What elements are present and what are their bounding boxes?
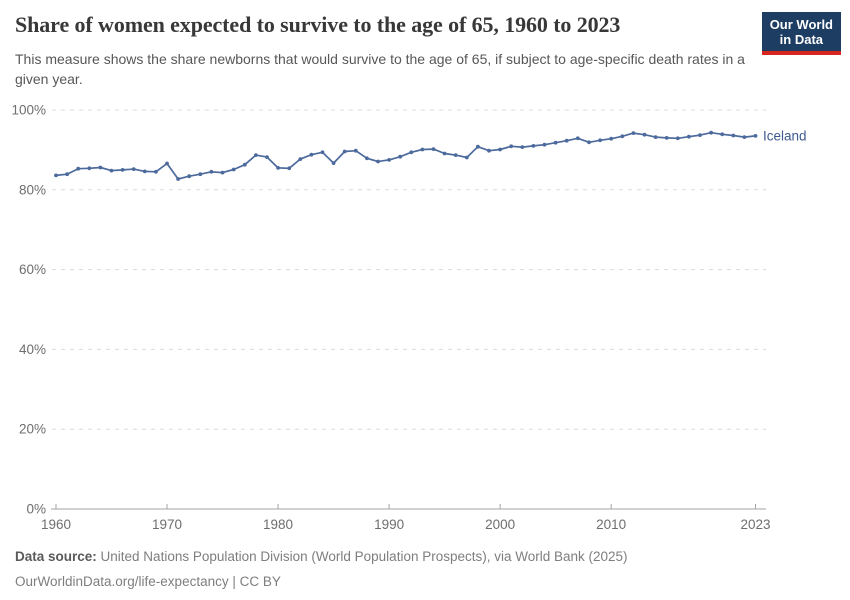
data-point[interactable] xyxy=(165,161,169,166)
data-point[interactable] xyxy=(254,153,258,158)
data-point[interactable] xyxy=(542,142,547,147)
data-point[interactable] xyxy=(709,130,713,135)
data-point[interactable] xyxy=(242,162,247,167)
data-point[interactable] xyxy=(598,138,602,143)
data-point[interactable] xyxy=(442,151,447,156)
data-point[interactable] xyxy=(453,153,458,158)
data-point[interactable] xyxy=(331,161,336,166)
data-point[interactable] xyxy=(620,134,625,139)
data-point[interactable] xyxy=(353,148,358,153)
data-point[interactable] xyxy=(98,165,103,170)
data-point[interactable] xyxy=(298,157,303,162)
y-tick-label: 100% xyxy=(11,103,46,118)
data-point[interactable] xyxy=(398,154,403,159)
data-point[interactable] xyxy=(365,156,369,161)
data-point[interactable] xyxy=(376,159,380,164)
data-point[interactable] xyxy=(687,134,691,139)
data-point[interactable] xyxy=(564,138,569,143)
trend-line[interactable] xyxy=(55,131,757,180)
chart-footer: Data source: United Nations Population D… xyxy=(15,546,628,595)
data-point[interactable] xyxy=(476,144,480,149)
data-point[interactable] xyxy=(142,169,147,174)
data-point[interactable] xyxy=(76,166,81,171)
data-point[interactable] xyxy=(553,140,558,145)
y-tick-label: 20% xyxy=(19,422,46,437)
series-label[interactable]: Iceland xyxy=(763,128,807,143)
data-point[interactable] xyxy=(54,173,58,178)
data-point[interactable] xyxy=(87,166,92,171)
data-point[interactable] xyxy=(487,148,491,153)
data-point[interactable] xyxy=(631,131,636,136)
data-point[interactable] xyxy=(753,134,758,138)
data-point[interactable] xyxy=(276,166,280,170)
data-point[interactable] xyxy=(531,144,536,148)
x-tick-label: 1990 xyxy=(374,517,404,532)
x-tick-label: 2023 xyxy=(740,517,770,532)
data-point[interactable] xyxy=(120,168,125,172)
data-point[interactable] xyxy=(187,174,192,179)
data-point[interactable] xyxy=(220,170,225,175)
data-point[interactable] xyxy=(720,132,725,137)
data-point[interactable] xyxy=(420,147,425,152)
data-point[interactable] xyxy=(409,150,414,155)
data-point[interactable] xyxy=(520,145,525,150)
data-point[interactable] xyxy=(131,167,136,172)
data-point[interactable] xyxy=(342,149,347,154)
x-tick-label: 1970 xyxy=(152,517,182,532)
owid-logo-line2: in Data xyxy=(779,32,824,48)
y-tick-label: 40% xyxy=(19,342,46,357)
owid-logo[interactable]: Our World in Data xyxy=(761,12,841,55)
data-point[interactable] xyxy=(198,172,203,177)
data-point[interactable] xyxy=(209,169,214,174)
data-point[interactable] xyxy=(664,136,669,140)
y-tick-label: 0% xyxy=(26,502,46,517)
data-point[interactable] xyxy=(575,136,580,141)
x-tick-label: 2010 xyxy=(596,517,626,532)
data-point[interactable] xyxy=(498,147,502,152)
x-tick-label: 1960 xyxy=(41,517,71,532)
data-point[interactable] xyxy=(642,132,647,137)
x-tick-label: 2000 xyxy=(485,517,515,532)
data-point[interactable] xyxy=(154,169,158,174)
chart-subtitle: This measure shows the share newborns th… xyxy=(15,51,745,88)
data-point[interactable] xyxy=(287,166,292,171)
data-point[interactable] xyxy=(431,147,436,152)
owid-logo-line1: Our World xyxy=(769,17,833,32)
data-source-label: Data source: xyxy=(15,549,97,564)
data-source-line: Data source: United Nations Population D… xyxy=(15,546,628,568)
y-tick-label: 60% xyxy=(19,262,46,277)
data-point[interactable] xyxy=(698,133,702,138)
data-point[interactable] xyxy=(653,135,658,140)
page-title: Share of women expected to survive to th… xyxy=(15,12,621,37)
data-point[interactable] xyxy=(109,168,114,173)
x-tick-label: 1980 xyxy=(263,517,293,532)
data-point[interactable] xyxy=(509,144,514,149)
y-tick-label: 80% xyxy=(19,182,46,197)
data-source-text: United Nations Population Division (Worl… xyxy=(96,549,628,564)
data-point[interactable] xyxy=(176,177,181,181)
data-point[interactable] xyxy=(742,135,747,140)
data-point[interactable] xyxy=(464,155,469,160)
data-point[interactable] xyxy=(731,133,736,138)
data-point[interactable] xyxy=(265,155,269,160)
data-point[interactable] xyxy=(309,152,314,157)
license-line: OurWorldinData.org/life-expectancy | CC … xyxy=(15,573,281,589)
data-point[interactable] xyxy=(65,172,69,177)
data-point[interactable] xyxy=(587,140,591,145)
data-point[interactable] xyxy=(320,150,325,155)
data-point[interactable] xyxy=(609,136,614,141)
data-point[interactable] xyxy=(675,136,680,141)
data-point[interactable] xyxy=(387,158,391,162)
data-point[interactable] xyxy=(231,167,236,172)
